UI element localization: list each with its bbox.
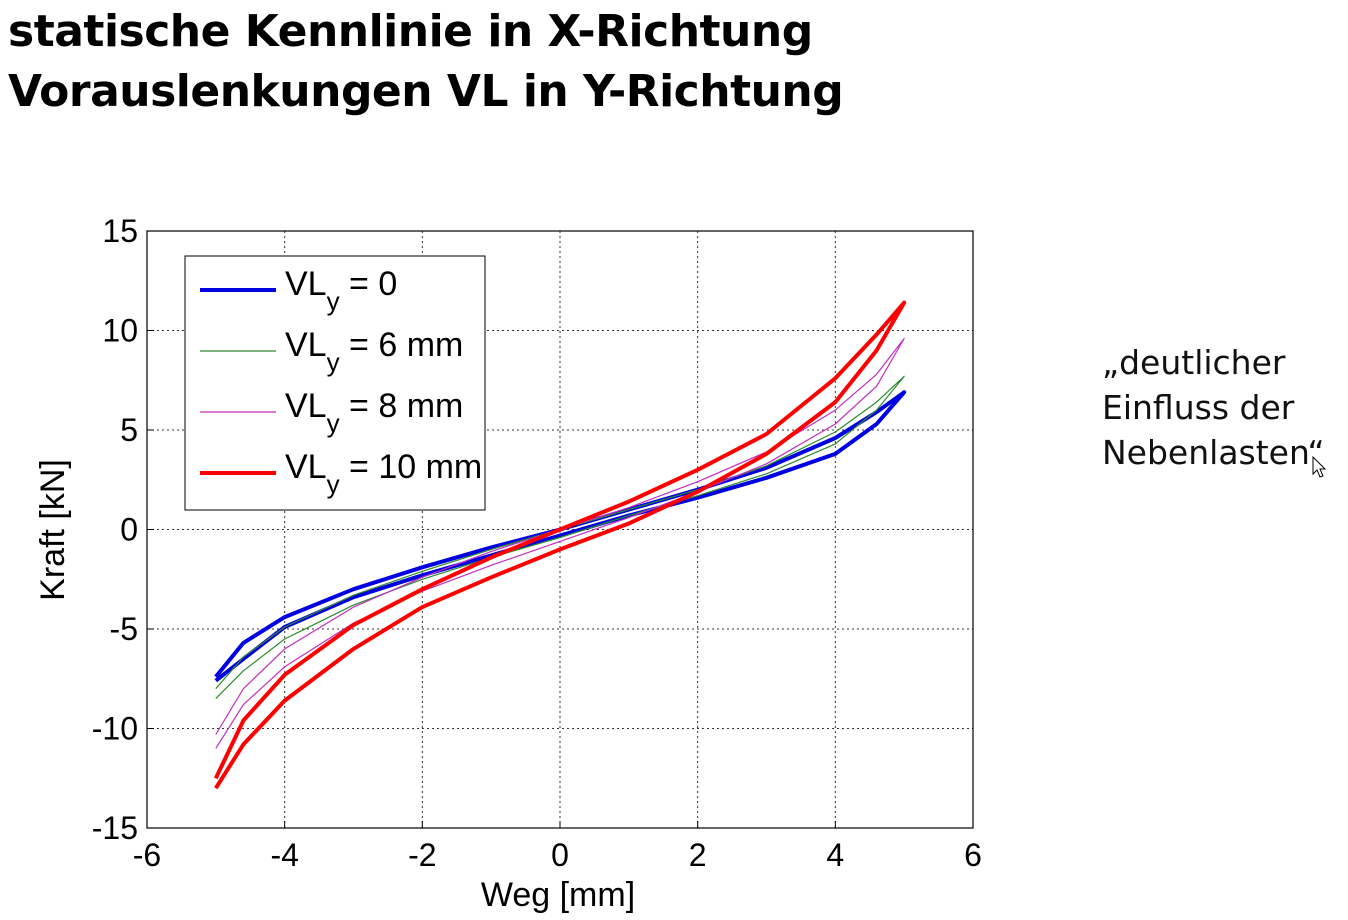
y-tick-label: 5 (120, 412, 138, 448)
y-tick-label: -5 (110, 611, 138, 647)
x-tick-label: -6 (133, 837, 161, 873)
legend-label: VLy = 6 mm (285, 326, 463, 377)
y-axis-label: Kraft [kN] (34, 459, 72, 601)
x-tick-label: -2 (408, 837, 436, 873)
axis-ticks: -6 -4 -2 0 2 4 6 15 10 5 0 -5 -10 -15 (92, 213, 982, 873)
y-tick-label: -15 (92, 810, 138, 846)
annotation-line-3: Nebenlasten“ (1102, 433, 1325, 472)
x-tick-label: 2 (689, 837, 707, 873)
x-tick-label: -4 (270, 837, 298, 873)
legend-label: VLy = 10 mm (285, 448, 482, 499)
series-lines (213, 300, 907, 790)
x-tick-label: 0 (551, 837, 569, 873)
legend-box (184, 255, 486, 511)
series-line-4 (213, 300, 907, 790)
legend-label: VLy = 8 mm (285, 387, 463, 438)
y-tick-label: 0 (120, 512, 138, 548)
legend: VLy = 0 VLy = 6 mm VLy = 8 mm VLy = 10 mm (184, 255, 486, 511)
annotation-line-2: Einfluss der (1102, 388, 1295, 427)
title-line-1: statische Kennlinie in X-Richtung (8, 6, 813, 57)
annotation-line-1: „deutlicher (1102, 343, 1286, 382)
x-tick-label: 4 (826, 837, 844, 873)
mouse-cursor-icon (1312, 456, 1327, 478)
y-tick-label: 10 (102, 313, 138, 349)
title-line-2: Vorauslenkungen VL in Y-Richtung (8, 66, 844, 117)
annotation-text: „deutlicher Einfluss der Nebenlasten“ (1102, 340, 1325, 475)
series-line-2 (215, 375, 905, 700)
y-tick-label: -10 (92, 711, 138, 747)
x-tick-label: 6 (964, 837, 982, 873)
y-tick-label: 15 (102, 213, 138, 249)
slide-title: statische Kennlinie in X-Richtung Voraus… (8, 2, 844, 122)
x-axis-label: Weg [mm] (481, 876, 635, 914)
legend-label: VLy = 0 (285, 265, 397, 316)
series-line-1 (214, 390, 907, 683)
